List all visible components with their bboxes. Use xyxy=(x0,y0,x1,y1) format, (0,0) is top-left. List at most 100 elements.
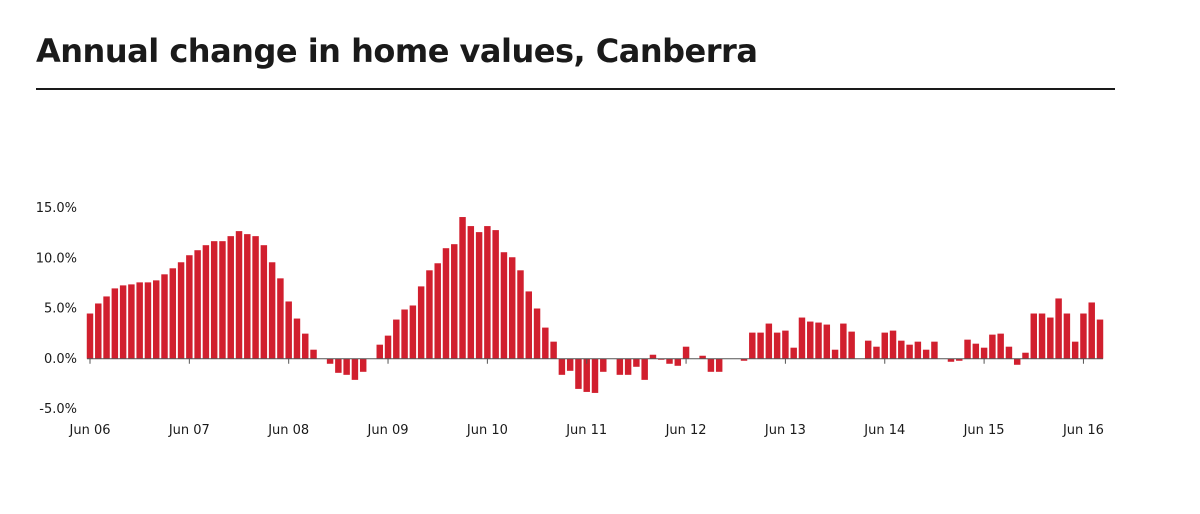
x-tick-label: Jun 11 xyxy=(565,423,607,438)
bar xyxy=(881,332,888,359)
bar xyxy=(1047,317,1054,359)
bar xyxy=(202,245,210,359)
bar xyxy=(757,332,764,359)
y-tick-label: -5.0% xyxy=(39,402,77,417)
x-tick-label: Jun 06 xyxy=(69,423,111,438)
bar xyxy=(558,358,566,375)
bar xyxy=(285,301,292,359)
bar xyxy=(682,346,690,359)
bar xyxy=(136,282,143,359)
x-axis-ticks xyxy=(89,358,1084,364)
bar xyxy=(376,344,383,359)
bar xyxy=(980,347,988,359)
bar xyxy=(277,278,284,359)
bar xyxy=(964,339,971,359)
bar xyxy=(302,333,309,359)
bar xyxy=(335,358,342,373)
bar xyxy=(161,274,168,359)
bar xyxy=(467,226,475,359)
bar xyxy=(426,270,433,359)
bar xyxy=(1096,319,1104,359)
bar xyxy=(840,323,847,359)
y-tick-label: 15.0% xyxy=(36,201,77,216)
bar xyxy=(260,245,268,359)
bar xyxy=(931,341,938,359)
bar xyxy=(947,358,955,362)
bar xyxy=(252,236,259,359)
bar xyxy=(86,313,94,359)
x-axis-labels: Jun 06 Jun 07 Jun 08 Jun 09 Jun 10 Jun 11 Jun … xyxy=(69,423,1104,438)
bar xyxy=(550,341,557,359)
bar xyxy=(442,248,450,359)
bar xyxy=(600,358,607,372)
x-tick-label: Jun 08 xyxy=(267,423,309,438)
bar xyxy=(740,358,748,361)
bar xyxy=(906,344,913,359)
bar xyxy=(782,330,789,359)
bar xyxy=(268,262,276,359)
bar xyxy=(103,296,110,359)
bar xyxy=(508,257,516,359)
bar xyxy=(459,217,466,359)
bar xyxy=(873,346,880,359)
bar xyxy=(765,323,773,359)
bar xyxy=(922,349,930,359)
bar xyxy=(649,354,657,359)
y-tick-label: 10.0% xyxy=(36,251,77,266)
bar xyxy=(997,333,1004,359)
bar xyxy=(119,285,127,359)
bar xyxy=(807,321,814,359)
bar xyxy=(864,340,872,359)
bar xyxy=(823,324,831,359)
bar xyxy=(144,282,152,359)
bar xyxy=(666,358,673,364)
x-tick-label: Jun 16 xyxy=(1062,423,1104,438)
bar xyxy=(773,332,781,359)
bar xyxy=(831,349,839,359)
bar xyxy=(566,358,574,371)
bar xyxy=(972,343,980,359)
bar xyxy=(707,358,715,372)
bar xyxy=(343,358,350,375)
x-tick-label: Jun 10 xyxy=(466,423,508,438)
bar xyxy=(153,280,160,359)
bar xyxy=(1055,298,1062,359)
bar xyxy=(798,317,806,359)
bar xyxy=(351,358,359,380)
bar xyxy=(989,334,996,359)
bar xyxy=(790,347,797,359)
x-tick-label: Jun 09 xyxy=(367,423,409,438)
bar xyxy=(244,234,251,359)
y-tick-label: 5.0% xyxy=(44,302,77,317)
bar xyxy=(542,327,549,359)
bar xyxy=(492,230,499,359)
x-tick-label: Jun 14 xyxy=(863,423,905,438)
bar xyxy=(1038,313,1046,359)
bar xyxy=(384,335,392,359)
bar xyxy=(128,284,135,359)
bar xyxy=(484,226,491,359)
bar xyxy=(616,358,624,375)
bar xyxy=(434,263,441,359)
bar xyxy=(641,358,648,380)
bar xyxy=(401,309,408,359)
bar xyxy=(889,330,897,359)
bar xyxy=(914,341,922,359)
bar xyxy=(451,244,458,359)
title-rule xyxy=(36,88,1115,90)
bar xyxy=(699,355,706,359)
bar xyxy=(575,358,582,389)
bar xyxy=(95,303,102,359)
x-tick-label: Jun 13 xyxy=(764,423,806,438)
bar xyxy=(533,308,541,359)
bar xyxy=(219,241,226,359)
bar xyxy=(1088,302,1095,359)
bar xyxy=(177,262,185,359)
bar xyxy=(417,286,425,359)
bar xyxy=(393,319,400,359)
bar xyxy=(715,358,723,372)
bar xyxy=(1030,313,1037,359)
y-tick-label: 0.0% xyxy=(44,352,77,367)
x-tick-label: Jun 15 xyxy=(963,423,1005,438)
bars xyxy=(86,217,1104,393)
